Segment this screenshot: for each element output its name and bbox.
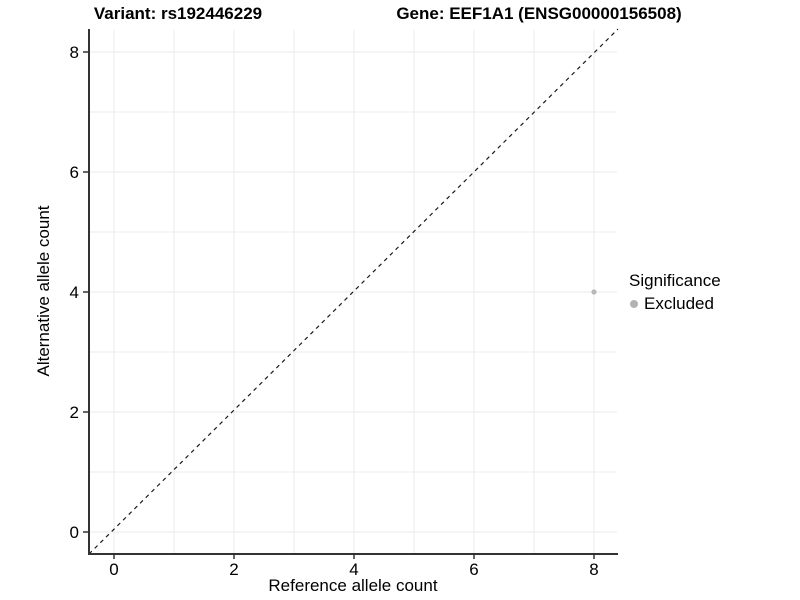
variant-title: Variant: rs192446229 xyxy=(93,4,263,23)
x-tick-label: 6 xyxy=(469,560,478,579)
x-tick-labels: 0 2 4 6 8 xyxy=(109,560,598,579)
y-tick-label: 8 xyxy=(70,43,79,62)
y-tick-label: 0 xyxy=(70,523,79,542)
legend-title: Significance xyxy=(629,271,721,290)
y-tick-labels: 0 2 4 6 8 xyxy=(70,43,79,542)
x-tick-label: 0 xyxy=(109,560,118,579)
data-point xyxy=(591,289,597,295)
legend: Significance Excluded xyxy=(629,271,721,314)
x-tick-label: 4 xyxy=(349,560,358,579)
legend-entry: Excluded xyxy=(629,294,721,314)
y-axis-title: Alternative allele count xyxy=(34,205,53,377)
gene-title: Gene: EEF1A1 (ENSG00000156508) xyxy=(396,4,682,23)
x-tick-label: 8 xyxy=(589,560,598,579)
gridlines xyxy=(89,30,617,553)
legend-dot-icon xyxy=(630,300,638,308)
x-axis-title: Reference allele count xyxy=(268,576,438,595)
axis-ticks xyxy=(83,51,595,559)
x-tick-label: 2 xyxy=(229,560,238,579)
y-tick-label: 6 xyxy=(70,163,79,182)
y-tick-label: 4 xyxy=(70,283,79,302)
legend-point-icon xyxy=(630,300,638,308)
legend-entry-label: Excluded xyxy=(644,294,714,313)
axis-lines xyxy=(88,29,618,555)
y-tick-label: 2 xyxy=(70,403,79,422)
